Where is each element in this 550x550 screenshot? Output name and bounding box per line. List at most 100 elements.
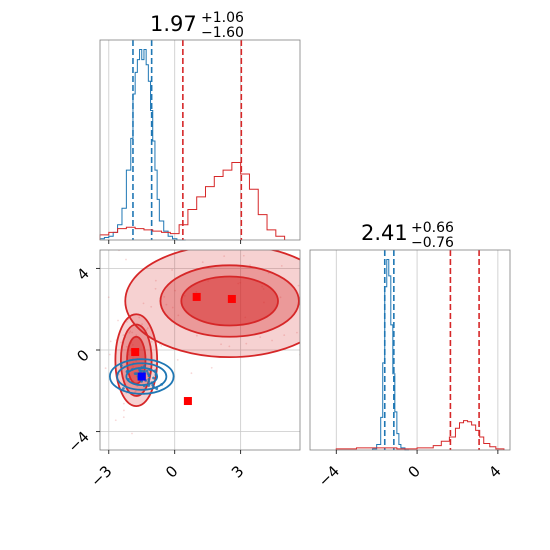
joint-sample-point <box>325 309 327 311</box>
joint-sample-point <box>126 320 128 323</box>
y-marginal-ticks: −4 0 4 <box>315 450 505 490</box>
joint-sample-point <box>249 264 252 267</box>
joint-marker-0-0 <box>192 292 201 301</box>
joint-marker-0-2 <box>131 348 140 357</box>
joint-sample-point <box>138 368 141 372</box>
joint-contour-1-0-0 <box>125 367 159 387</box>
joint-sample-point <box>125 345 128 348</box>
x-marginal-series <box>99 40 286 241</box>
joint-sample-point <box>132 480 134 482</box>
y-title-upper: +0.66 <box>411 220 454 236</box>
joint-sample-point <box>297 284 300 287</box>
joint-sample-point <box>259 336 262 339</box>
joint-x-tick-label-0: −3 <box>87 462 115 490</box>
joint-sample-point <box>117 319 119 322</box>
y-marginal-panel: −4 0 4 <box>309 249 511 490</box>
joint-sample-point <box>340 288 342 290</box>
joint-sample-point <box>283 334 286 336</box>
joint-sample-point <box>321 304 323 306</box>
joint-sample-point <box>133 372 137 376</box>
joint-sample-point <box>147 374 151 378</box>
joint-marker-0-4 <box>183 397 192 406</box>
joint-sample-point <box>114 419 117 422</box>
joint-sample-point <box>154 287 157 290</box>
joint-sample-point <box>166 244 168 246</box>
joint-y-tick-label-2: 4 <box>73 264 92 283</box>
y-marginal-hist-series-1 <box>335 420 505 450</box>
joint-sample-point <box>147 380 151 384</box>
joint-sample-point <box>344 225 346 227</box>
joint-sample-point <box>125 258 127 261</box>
joint-sample-point <box>149 245 151 247</box>
joint-x-tick-label-2: 3 <box>228 462 247 481</box>
joint-sample-point <box>104 367 107 370</box>
joint-sample-point <box>154 279 157 282</box>
joint-marker-0-1 <box>227 294 236 303</box>
joint-sample-point <box>152 376 155 380</box>
joint-sample-point <box>150 305 153 308</box>
joint-contour-1-0-1 <box>116 362 168 391</box>
joint-sample-point <box>223 255 226 257</box>
joint-sample-point <box>177 314 180 317</box>
joint-sample-point <box>146 372 150 375</box>
joint-sample-point <box>308 296 310 298</box>
joint-sample-point <box>135 334 138 337</box>
joint-sample-point <box>142 302 145 305</box>
joint-series <box>104 225 346 482</box>
joint-panel: −3 0 3 −4 0 4 <box>64 225 346 490</box>
joint-sample-point <box>168 226 170 228</box>
joint-sample-point <box>145 369 149 373</box>
x-marginal-panel <box>99 39 301 244</box>
x-marginal-hist-series-0 <box>99 49 186 241</box>
y-marginal-tick-label-2: 4 <box>485 462 504 481</box>
joint-y-tick-label-0: −4 <box>64 428 92 456</box>
joint-sample-point <box>120 341 122 344</box>
joint-sample-point <box>131 432 133 435</box>
joint-sample-point <box>128 331 131 334</box>
joint-sample-point <box>228 345 231 348</box>
x-title-lower: −1.60 <box>201 25 244 41</box>
joint-x-tick-label-1: 0 <box>162 462 181 481</box>
joint-sample-point <box>146 327 149 330</box>
joint-sample-point <box>174 289 177 292</box>
joint-sample-point <box>296 331 298 334</box>
joint-sample-point <box>145 329 148 331</box>
joint-sample-point <box>257 236 259 238</box>
joint-sample-point <box>267 272 270 274</box>
joint-sample-point <box>107 296 110 299</box>
joint-sample-point <box>210 366 213 369</box>
joint-sample-point <box>201 261 204 264</box>
y-marginal-tick-label-1: 0 <box>404 462 423 481</box>
joint-marker-1-0 <box>137 372 146 381</box>
x-marginal-hist-series-1 <box>99 162 286 240</box>
joint-sample-point <box>122 387 125 390</box>
joint-sample-point <box>300 308 302 310</box>
joint-sample-point <box>220 343 222 346</box>
joint-sample-point <box>151 383 155 387</box>
joint-sample-point <box>195 334 198 337</box>
joint-sample-point <box>327 368 329 370</box>
y-marginal-hist-series-0 <box>372 259 409 451</box>
joint-sample-point <box>165 303 168 306</box>
joint-sample-point <box>160 344 163 347</box>
y-title-value: 2.41 <box>361 221 408 245</box>
x-marginal-grid <box>108 40 242 240</box>
joint-y-tick-label-1: 0 <box>73 346 92 365</box>
x-marginal-ticks <box>108 240 242 244</box>
joint-sample-point <box>280 264 283 267</box>
y-marginal-series <box>335 250 505 451</box>
y-marginal-grid <box>335 250 499 450</box>
joint-sample-point <box>109 340 112 343</box>
joint-sample-point <box>150 340 153 343</box>
joint-sample-point <box>122 402 125 405</box>
joint-sample-point <box>129 330 132 333</box>
y-marginal-tick-label-0: −4 <box>315 462 343 490</box>
joint-sample-point <box>122 334 125 337</box>
joint-sample-point <box>147 377 151 381</box>
joint-sample-point <box>171 269 174 271</box>
joint-sample-point <box>123 409 125 412</box>
joint-sample-point <box>305 314 307 316</box>
x-title-upper: +1.06 <box>201 10 244 26</box>
joint-sample-point <box>135 390 137 392</box>
